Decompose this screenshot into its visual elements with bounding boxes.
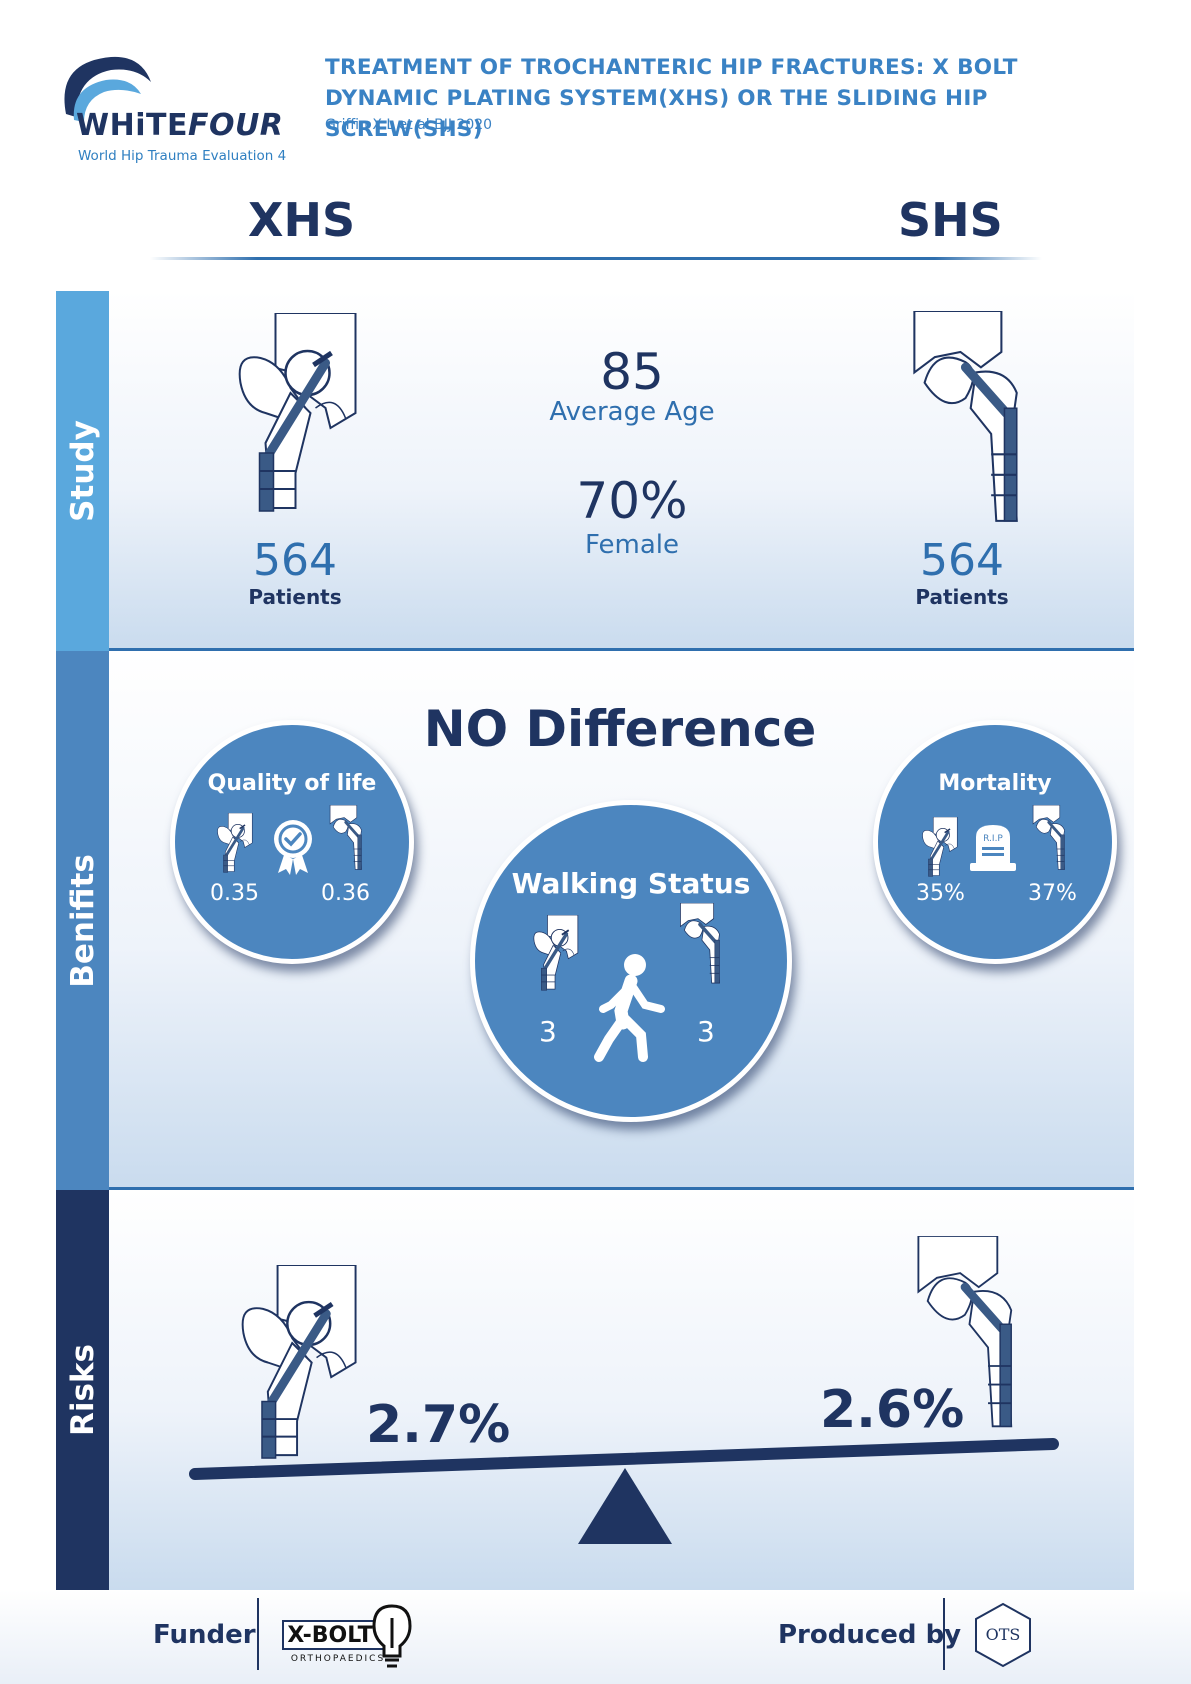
footer-separator (943, 1598, 945, 1670)
hip-xhs-small-icon (921, 817, 959, 877)
mortality-xhs-value: 35% (916, 881, 965, 906)
xbolt-logo-sub: ORTHOPAEDICS (291, 1654, 385, 1664)
xhs-column-heading: XHS (248, 193, 356, 247)
hip-shs-small-icon (678, 903, 722, 985)
shs-patient-count: 564 (920, 535, 1004, 586)
lightbulb-icon: X-BOLT ORTHOPAEDICS (282, 1604, 412, 1668)
produced-by-label: Produced by (778, 1620, 962, 1650)
tombstone-icon: R.I.P (970, 825, 1016, 871)
qol-xhs-value: 0.35 (210, 881, 259, 906)
risks-tab: Risks (56, 1190, 109, 1590)
risk-shs-value: 2.6% (820, 1380, 965, 1440)
walking-status-title: Walking Status (511, 867, 751, 900)
shs-column-heading: SHS (898, 193, 1003, 247)
mortality-title: Mortality (938, 771, 1052, 796)
hip-xhs-icon (232, 1265, 367, 1460)
page-title: TREATMENT OF TROCHANTERIC HIP FRACTURES:… (325, 55, 1018, 142)
footer-separator (257, 1598, 259, 1670)
average-age-value: 85 (600, 343, 664, 401)
benefits-divider (109, 1187, 1134, 1190)
risk-xhs-value: 2.7% (366, 1395, 511, 1455)
xhs-patients-label: Patients (248, 585, 342, 609)
average-age-label: Average Age (549, 397, 715, 427)
logo-brand: WHiTEFOUR (76, 108, 284, 143)
walking-person-icon (594, 954, 665, 1062)
tombstone-text: R.I.P (983, 834, 1003, 844)
mortality-shs-value: 37% (1028, 881, 1077, 906)
citation: Griffin X.L et al BJJ 2020 (325, 117, 493, 133)
xbolt-logo: X-BOLT ORTHOPAEDICS (282, 1600, 442, 1672)
funder-label: Funder (153, 1620, 256, 1650)
ots-logo: OTS (975, 1602, 1031, 1668)
quality-of-life-circle: Quality of life 0.35 0.36 (170, 720, 414, 964)
seesaw-icon (189, 1438, 1059, 1544)
mortality-circle: Mortality R.I.P 35% 37% (873, 720, 1117, 964)
whitefour-logo: WHiTEFOUR World Hip Trauma Evaluation 4 (56, 52, 296, 167)
study-tab: Study (56, 291, 109, 651)
award-icon (274, 820, 312, 875)
shs-patients-label: Patients (915, 585, 1009, 609)
heading-divider (150, 257, 1042, 260)
benefits-tab: Benifits (56, 651, 109, 1190)
logo-subtitle: World Hip Trauma Evaluation 4 (78, 148, 287, 164)
ots-logo-text: OTS (986, 1625, 1021, 1644)
study-divider (109, 648, 1134, 651)
hip-xhs-icon (228, 313, 368, 513)
quality-of-life-title: Quality of life (207, 771, 377, 796)
logo-swoosh-icon (64, 56, 151, 122)
walking-xhs-value: 3 (539, 1015, 557, 1048)
qol-shs-value: 0.36 (321, 881, 370, 906)
hip-xhs-small-icon (216, 813, 254, 873)
hip-xhs-small-icon (532, 915, 580, 991)
female-label: Female (584, 530, 679, 560)
xhs-patient-count: 564 (253, 535, 337, 586)
walking-shs-value: 3 (697, 1015, 715, 1048)
hip-shs-icon (898, 311, 1028, 526)
no-difference-headline: NO Difference (423, 700, 817, 758)
xbolt-logo-text: X-BOLT (287, 1623, 372, 1648)
hip-shs-small-icon (1031, 805, 1066, 871)
female-value: 70% (576, 472, 688, 530)
hip-shs-small-icon (328, 805, 363, 871)
walking-status-circle: Walking Status 3 3 (470, 800, 792, 1122)
